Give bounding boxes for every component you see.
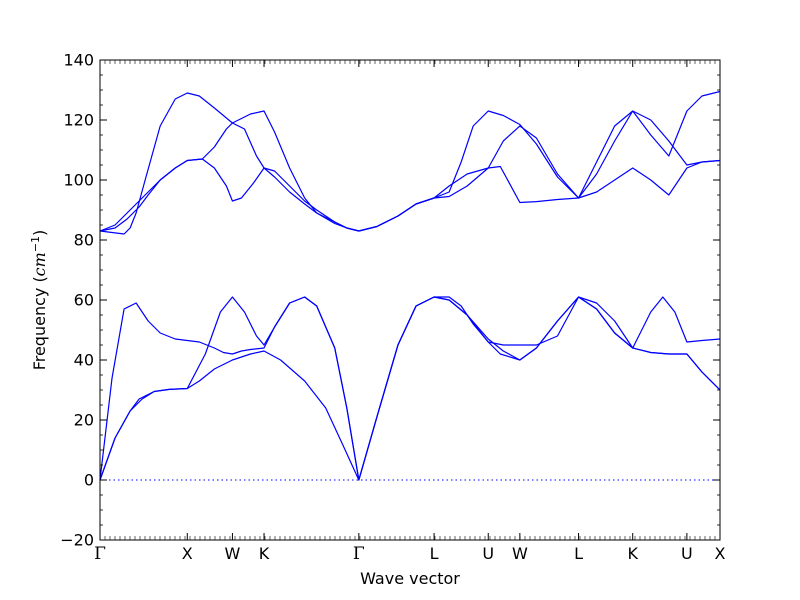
y-axis-label-math: cm (30, 252, 49, 276)
y-tick-label: 100 (63, 171, 94, 190)
x-tick-label: U (482, 544, 494, 563)
y-axis-label-sup: −1 (29, 236, 42, 252)
x-tick-label: Γ (94, 544, 106, 564)
y-axis-label: Frequency (cm−1) (29, 230, 50, 371)
y-tick-label: 60 (74, 291, 94, 310)
x-tick-label: X (715, 544, 726, 563)
x-axis-label: Wave vector (360, 569, 460, 588)
y-tick-label: 140 (63, 51, 94, 70)
x-tick-label: K (627, 544, 638, 563)
x-tick-label: Γ (353, 544, 365, 564)
x-tick-label: W (512, 544, 528, 563)
series-line-3 (99, 296, 721, 481)
y-tick-label: −20 (60, 531, 94, 550)
y-axis-label-suffix: ) (30, 230, 49, 236)
x-tick-label: U (681, 544, 693, 563)
y-tick-label: 0 (84, 471, 94, 490)
x-tick-label: X (182, 544, 193, 563)
y-tick-label: 20 (74, 411, 94, 430)
x-tick-label: K (259, 544, 270, 563)
x-tick-label: L (430, 544, 439, 563)
y-tick-labels: −20 0 20 40 60 80 100 120 140 (60, 51, 94, 550)
x-tick-label: L (574, 544, 583, 563)
series-line-6 (99, 90, 721, 235)
y-tick-label: 80 (74, 231, 94, 250)
y-tick-label: 40 (74, 351, 94, 370)
x-tick-label: W (225, 544, 241, 563)
series-layer (99, 90, 721, 481)
plot-frame (99, 59, 721, 541)
y-axis-label-prefix: Frequency ( (30, 276, 49, 370)
y-tick-label: 120 (63, 111, 94, 130)
